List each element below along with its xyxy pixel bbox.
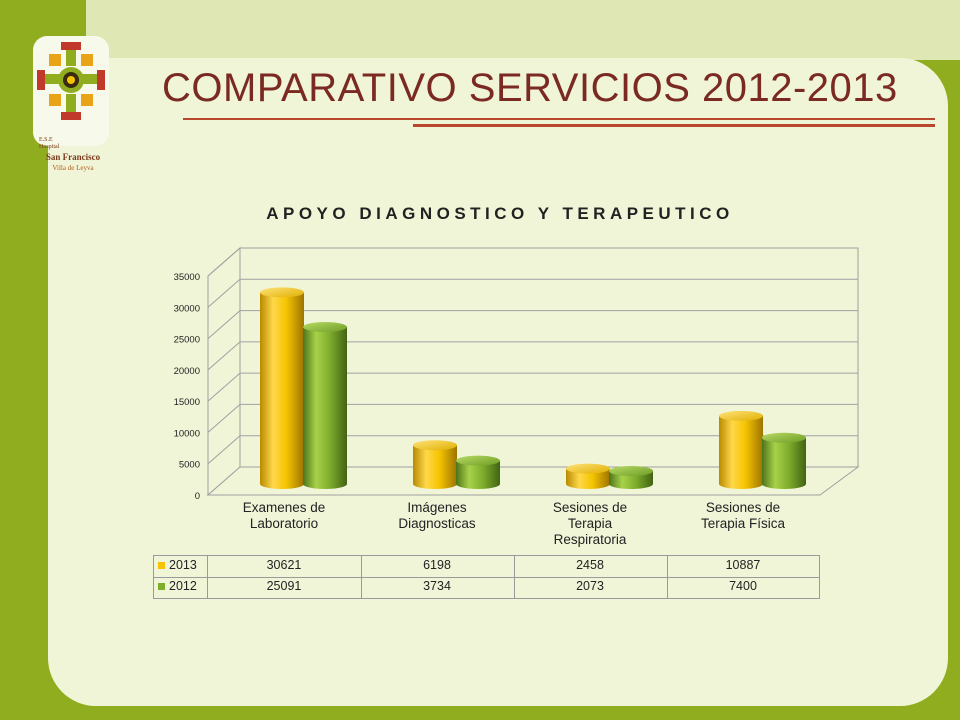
- table-cell: 2073: [576, 579, 604, 593]
- table-line: [153, 598, 820, 599]
- category-label-line: Sesiones de: [705, 500, 781, 515]
- bar-top: [566, 463, 610, 474]
- gridline: [207, 435, 241, 465]
- bar-2013-3: [719, 410, 763, 489]
- table-line: [514, 555, 515, 599]
- logo-line-hospital: Hospital: [39, 144, 60, 150]
- table-cell: 7400: [729, 579, 757, 593]
- category-label-line: Terapia: [567, 516, 613, 531]
- floor: [206, 466, 860, 496]
- table-cell: 30621: [266, 558, 302, 572]
- bar-top: [260, 287, 304, 298]
- chart-walls: [206, 246, 860, 497]
- table-cell: 25091: [266, 579, 302, 593]
- bar-body: [303, 327, 347, 489]
- y-tick-label: 15000: [174, 397, 200, 408]
- category-label: Sesiones de Terapia Física: [668, 500, 818, 532]
- bar-2012-1: [456, 455, 500, 489]
- bar-top: [609, 466, 653, 477]
- bar-2012-2: [609, 466, 653, 489]
- category-label-line: Terapia Física: [700, 516, 786, 531]
- table-line: [819, 555, 820, 599]
- bar-body: [566, 468, 610, 489]
- table-line: [361, 555, 362, 599]
- category-label: Examenes de Laboratorio: [209, 500, 359, 532]
- table-line: [667, 555, 668, 599]
- legend-name-2013: 2013: [169, 558, 197, 572]
- side-wall: [207, 246, 241, 497]
- gridline: [207, 404, 241, 433]
- table-line: [153, 577, 820, 578]
- bar-top: [719, 410, 763, 421]
- bar-2013-0: [260, 287, 304, 489]
- logo-line-ese: E.S.E: [39, 137, 53, 143]
- legend-key-2013: [158, 562, 165, 569]
- category-label-line: Sesiones de: [552, 500, 628, 515]
- title-underline-short: [413, 124, 935, 127]
- top-strip: [86, 0, 960, 60]
- category-label-line: Diagnosticas: [398, 516, 476, 531]
- table-line: [153, 555, 820, 556]
- chart-bars: [260, 287, 806, 489]
- y-tick-label: 10000: [174, 428, 200, 439]
- y-tick-label: 0: [195, 491, 200, 502]
- y-tick-label: 20000: [174, 366, 200, 377]
- table-line: [207, 555, 208, 599]
- category-label-line: Laboratorio: [249, 516, 319, 531]
- y-tick-label: 5000: [179, 460, 200, 471]
- y-tick-label: 25000: [174, 335, 200, 346]
- table-line: [153, 555, 154, 599]
- chart-title: APOYO DIAGNOSTICO Y TERAPEUTICO: [266, 204, 734, 223]
- table-cell: 6198: [423, 558, 451, 572]
- bar-body: [719, 415, 763, 489]
- bar-2012-0: [303, 322, 347, 489]
- category-label-line: Imágenes: [407, 500, 467, 515]
- gridline: [207, 247, 241, 277]
- logo-line-name: San Francisco: [45, 152, 101, 162]
- bar-body: [609, 471, 653, 489]
- bar-body: [413, 445, 457, 489]
- gridline: [207, 278, 241, 308]
- hospital-logo: E.S.E Hospital San Francisco Villa de Le…: [33, 36, 109, 172]
- logo-line-town: Villa de Leyva: [52, 164, 94, 172]
- category-label-line: Examenes de: [242, 500, 326, 515]
- bar-body: [260, 292, 304, 489]
- bar-body: [456, 460, 500, 489]
- y-tick-label: 35000: [174, 272, 200, 283]
- bar-2012-3: [762, 432, 806, 489]
- gridline: [207, 310, 241, 339]
- bar-top: [762, 432, 806, 443]
- bar-top: [456, 455, 500, 466]
- gridline: [207, 341, 241, 371]
- bar-2013-1: [413, 440, 457, 489]
- gridline: [207, 372, 241, 402]
- bar-top: [303, 322, 347, 333]
- y-tick-label: 30000: [174, 303, 200, 314]
- table-cell: 3734: [423, 579, 451, 593]
- category-label: Imágenes Diagnosticas: [362, 500, 512, 532]
- legend-name-2012: 2012: [169, 579, 197, 593]
- category-label: Sesiones de Terapia Respiratoria: [515, 500, 665, 548]
- title-underline-long: [183, 118, 935, 120]
- table-cell: 10887: [725, 558, 761, 572]
- slide-title: COMPARATIVO SERVICIOS 2012-2013: [162, 66, 898, 110]
- legend-key-2012: [158, 583, 165, 590]
- bar-body: [762, 437, 806, 489]
- bar-2013-2: [566, 463, 610, 489]
- data-table: [153, 555, 820, 599]
- category-label-line: Respiratoria: [553, 532, 627, 547]
- bar-top: [413, 440, 457, 451]
- hospital-emblem-icon: [37, 42, 105, 120]
- table-cell: 2458: [576, 558, 604, 572]
- y-axis-ticks: 0 5000 10000 15000 20000 25000 30000 35000: [174, 272, 200, 502]
